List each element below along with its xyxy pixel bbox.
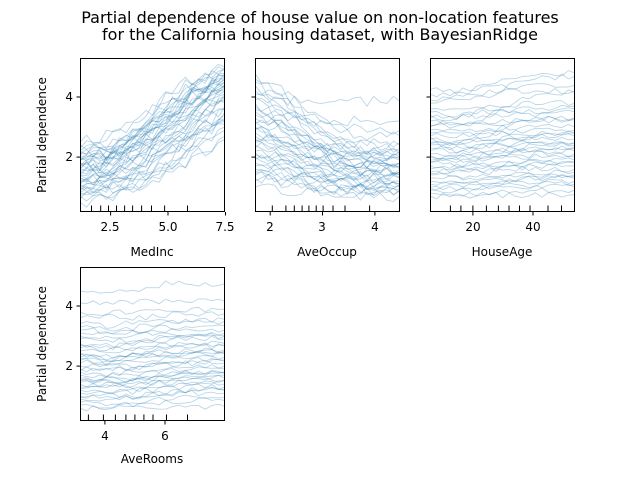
x-tick-label: 5.0 <box>158 220 178 234</box>
y-axis-label-row2: Partial dependence <box>35 286 49 402</box>
y-axis-label-row1: Partial dependence <box>35 77 49 193</box>
x-tick-label: 7.5 <box>215 220 235 234</box>
x-axis-label-averooms: AveRooms <box>120 452 184 466</box>
x-tick-label: 4 <box>101 429 109 443</box>
x-axis-label-medinc: MedInc <box>130 245 174 259</box>
figure-title: Partial dependence of house value on non… <box>81 8 559 44</box>
x-axis-label-houseage: HouseAge <box>471 245 533 259</box>
x-tick-label: 2 <box>266 220 274 234</box>
x-axis-label-aveoccup: AveOccup <box>297 245 357 259</box>
x-tick-label: 40 <box>525 220 541 234</box>
x-tick-label: 20 <box>465 220 481 234</box>
y-tick-label: 4 <box>65 299 73 313</box>
x-tick-label: 4 <box>371 220 379 234</box>
y-tick-label: 2 <box>65 150 73 164</box>
x-tick-label: 2.5 <box>100 220 120 234</box>
y-tick-label: 2 <box>65 359 73 373</box>
x-tick-label: 3 <box>318 220 326 234</box>
y-tick-label: 4 <box>65 90 73 104</box>
x-tick-label: 6 <box>161 429 169 443</box>
